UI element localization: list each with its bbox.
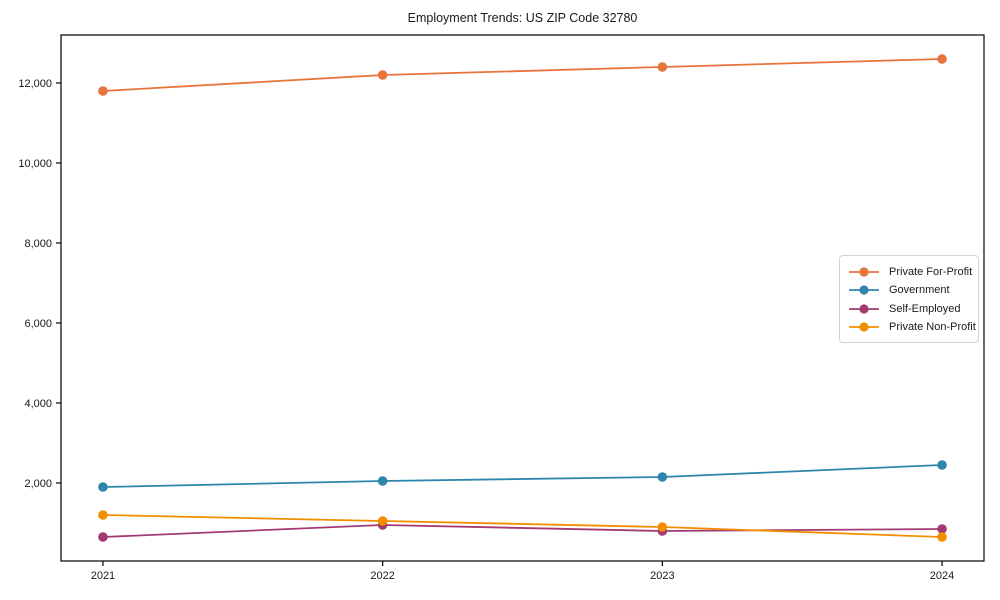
legend-item-private-non-profit: Private Non-Profit bbox=[848, 318, 976, 336]
legend-label: Government bbox=[889, 284, 950, 297]
data-point-marker bbox=[937, 524, 947, 534]
series-line bbox=[102, 514, 943, 538]
legend-line-marker-icon bbox=[849, 322, 879, 332]
legend-item-government: Government bbox=[848, 281, 970, 299]
legend-line-marker-icon bbox=[849, 285, 879, 295]
legend-label: Private For-Profit bbox=[889, 266, 973, 278]
data-point-marker bbox=[937, 532, 947, 542]
data-point-marker bbox=[377, 516, 388, 526]
data-point-marker bbox=[657, 472, 668, 482]
legend-label: Self-Employed bbox=[889, 302, 961, 315]
series-line bbox=[102, 58, 943, 92]
y-tick-label: 6,000 bbox=[24, 318, 52, 330]
y-tick-label: 4,000 bbox=[24, 398, 52, 410]
legend-line-marker-icon bbox=[849, 267, 879, 277]
y-tick-label: 12,000 bbox=[18, 78, 52, 90]
data-point-marker bbox=[657, 62, 668, 72]
legend-item-private-for-profit: Private For-Profit bbox=[848, 263, 973, 281]
y-tick-label: 2,000 bbox=[24, 478, 52, 490]
data-point-marker bbox=[937, 460, 947, 470]
data-point-marker bbox=[98, 532, 108, 542]
data-point-marker bbox=[377, 70, 388, 80]
x-tick-label: 2022 bbox=[370, 570, 394, 582]
series-line bbox=[102, 464, 943, 488]
data-point-marker bbox=[98, 86, 108, 96]
data-point-marker bbox=[377, 476, 388, 486]
data-point-marker bbox=[657, 522, 668, 532]
data-point-marker bbox=[98, 482, 108, 492]
y-tick-label: 8,000 bbox=[24, 238, 52, 250]
data-point-marker bbox=[98, 510, 108, 520]
y-tick-label: 10,000 bbox=[18, 158, 52, 170]
chart-title: Employment Trends: US ZIP Code 32780 bbox=[407, 11, 638, 25]
plot-border bbox=[60, 34, 985, 562]
legend: Private For-Profit Government Self-Emplo… bbox=[839, 255, 979, 343]
x-tick-label: 2024 bbox=[930, 570, 954, 582]
x-tick-label: 2023 bbox=[650, 570, 674, 582]
legend-item-self-employed: Self-Employed bbox=[848, 300, 970, 318]
series-line bbox=[102, 524, 943, 538]
legend-label: Private Non-Profit bbox=[889, 320, 976, 333]
data-point-marker bbox=[937, 54, 947, 64]
x-tick-label: 2021 bbox=[91, 570, 115, 582]
legend-line-marker-icon bbox=[849, 304, 879, 314]
